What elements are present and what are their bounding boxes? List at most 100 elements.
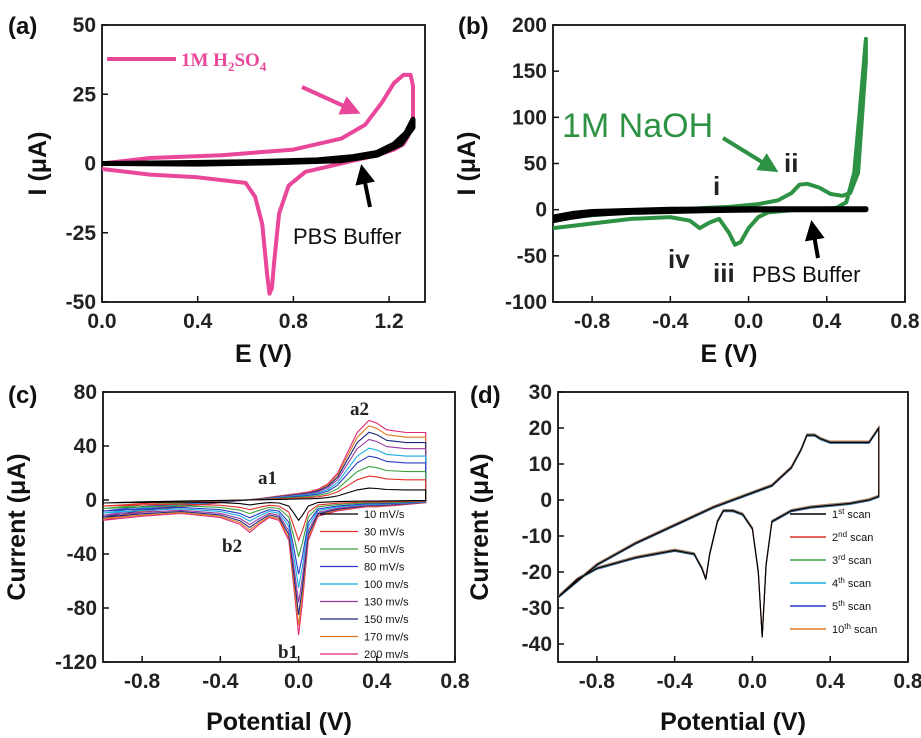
legend: 1st scan 2nd scan 3rd scan 4th scan 5th scan…	[790, 507, 877, 636]
series-pbs-buffer	[102, 116, 416, 167]
pbs-arrow-a	[355, 164, 376, 208]
naoh-arrow	[721, 136, 779, 173]
naoh-label: 1M NaOH	[562, 107, 713, 145]
panel-d-frame	[557, 391, 909, 663]
peak-ii-label: ii	[784, 148, 798, 178]
series-2nd-scan	[558, 425, 880, 637]
pbs-label-b: PBS Buffer	[752, 262, 860, 287]
y-tick-label: 0	[84, 153, 96, 176]
peak-iii-label: iii	[713, 258, 735, 288]
x-tick-label: -0.4	[202, 670, 239, 693]
legend-entry: 30 mV/s	[364, 527, 405, 539]
legend-entry: 2nd scan	[832, 530, 873, 544]
x-tick-label: 0.4	[812, 310, 842, 333]
series-1st-scan	[558, 426, 880, 637]
panel-c-series-group	[103, 419, 427, 636]
legend-entry: 4th scan	[832, 576, 871, 590]
y-tick-label: 200	[512, 14, 547, 37]
series-10-mv-s	[103, 487, 427, 522]
series-30-mv-s	[103, 475, 427, 543]
panel-c-frame	[102, 391, 456, 663]
panel-b-annotations: 1M NaOH ii i iv iii PBS Buffer	[562, 107, 860, 288]
x-tick-label: 0.8	[440, 670, 470, 693]
peak-iv-label: iv	[668, 244, 690, 274]
y-tick-label: 100	[512, 106, 547, 129]
x-tick-label: -0.4	[657, 670, 694, 693]
y-tick-label: -80	[67, 597, 97, 620]
peak-b1-label: b1	[278, 642, 298, 663]
y-tick-label: -40	[522, 633, 552, 656]
series-3rd-scan	[558, 426, 880, 638]
series-1m-naoh	[553, 36, 868, 247]
legend-entry: 150 mv/s	[364, 614, 409, 626]
x-tick-label: 0.8	[893, 670, 921, 693]
y-tick-label: 0	[540, 489, 552, 512]
y-tick-label: 20	[529, 417, 552, 440]
h2so4-arrow	[301, 85, 361, 115]
x-tick-label: -0.8	[124, 670, 161, 693]
y-tick-label: 30	[529, 381, 552, 404]
legend-entry: 1st scan	[832, 507, 871, 521]
y-tick-label: -50	[66, 291, 96, 314]
x-tick-label: 0.8	[890, 310, 920, 333]
legend-entry: 200 mv/s	[364, 649, 409, 661]
legend-entry: 10 mV/s	[364, 509, 405, 521]
legend-entry: 170 mv/s	[364, 632, 409, 644]
x-tick-label: 0.4	[362, 670, 392, 693]
y-tick-label: 25	[73, 83, 97, 106]
y-tick-label: -30	[522, 597, 552, 620]
x-tick-label: 0.0	[284, 670, 313, 693]
pbs-arrow-b	[804, 220, 825, 259]
x-tick-label: 0.4	[183, 310, 213, 333]
panel-a-plot: 0.0 0.4 0.8 1.2 -50 -25 0 25 50 E (V) I (μA)	[24, 14, 426, 368]
series-10th-scan	[558, 424, 880, 636]
pbs-label-a: PBS Buffer	[293, 224, 401, 249]
x-tick-label: -0.8	[579, 670, 616, 693]
peak-i-label: i	[713, 171, 720, 201]
y-tick-label: 40	[74, 435, 97, 458]
panel-c-annotations: a2 a1 b2 b1	[222, 399, 369, 663]
x-tick-label: 0.0	[734, 310, 763, 333]
panel-b-plot: -0.8 -0.4 0.0 0.4 0.8 -100 -50 0 50 100 150 200 E (V…	[453, 14, 920, 368]
x-tick-label: 1.2	[375, 310, 404, 333]
y-tick-label: 0	[535, 199, 547, 222]
legend-entry: 130 mv/s	[364, 597, 409, 609]
panel-c-label: (c)	[8, 382, 37, 409]
y-tick-label: -25	[66, 222, 97, 245]
y-tick-label: 0	[85, 489, 97, 512]
series-5th-scan	[558, 427, 880, 638]
x-axis-label: Potential (V)	[206, 708, 352, 736]
y-tick-label: 50	[73, 14, 96, 37]
series-pbs-buffer	[553, 206, 869, 224]
y-axis-label: I (μA)	[24, 132, 52, 196]
y-tick-label: 80	[74, 381, 97, 404]
y-tick-label: -100	[505, 291, 547, 314]
y-tick-label: -10	[522, 525, 552, 548]
panel-b-label: (b)	[458, 13, 489, 40]
legend-entry: 100 mv/s	[364, 579, 409, 591]
y-tick-label: -50	[517, 245, 547, 268]
y-tick-label: 10	[529, 453, 552, 476]
series-4th-scan	[558, 425, 880, 636]
legend-entry: 10th scan	[832, 622, 877, 636]
panel-a-annotations: 1M H2SO4 PBS Buffer	[107, 50, 401, 249]
h2so4-label: 1M H2SO4	[181, 50, 267, 74]
x-axis-label: Potential (V)	[660, 708, 806, 736]
series-50-mv-s	[103, 465, 427, 557]
panel-c-plot: -0.8 -0.4 0.0 0.4 0.8 -120 -80 -40 0 40 80 Potentia…	[3, 381, 470, 736]
series-130-mv-s	[103, 438, 427, 603]
x-tick-label: 0.0	[738, 670, 767, 693]
legend-entry: 5th scan	[832, 599, 871, 613]
y-axis-label: Current (μA)	[466, 453, 494, 600]
peak-a2-label: a2	[350, 399, 369, 420]
y-axis-label: I (μA)	[453, 132, 481, 196]
y-tick-label: 50	[524, 153, 547, 176]
legend-entry: 3rd scan	[832, 553, 872, 567]
x-tick-label: -0.4	[652, 310, 689, 333]
x-axis-label: E (V)	[701, 340, 758, 368]
legend: 10 mV/s 30 mV/s 50 mV/s 80 mV/s 100 mv/s 130 …	[320, 509, 409, 661]
y-axis-label: Current (μA)	[3, 453, 31, 600]
x-tick-label: 0.4	[816, 670, 846, 693]
panel-a-label: (a)	[8, 13, 37, 40]
